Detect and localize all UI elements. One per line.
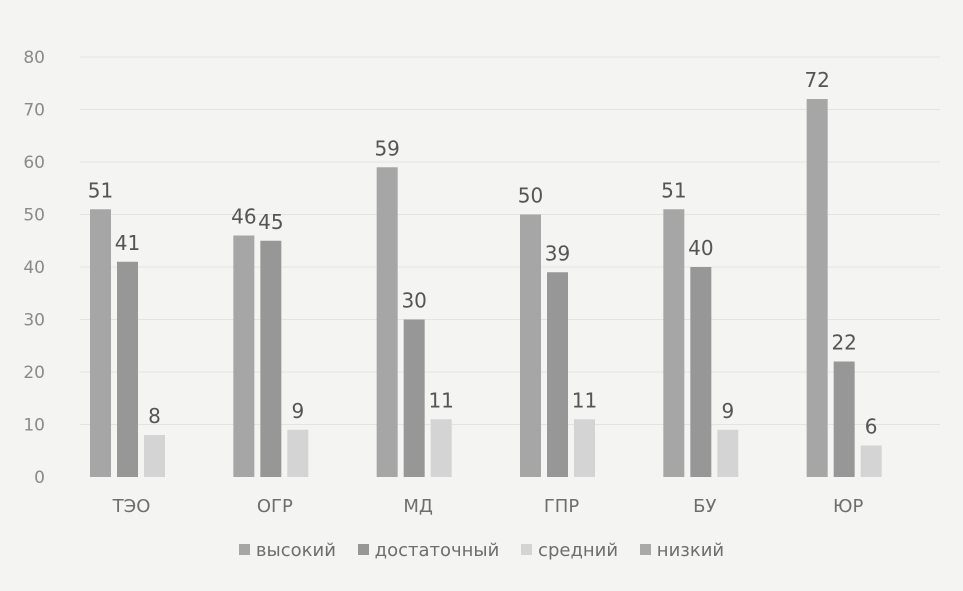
- x-tick-label-ОГР: ОГР: [257, 496, 293, 517]
- bar-ТЭО-высокий: [90, 209, 111, 477]
- y-tick-label-80: 80: [23, 48, 45, 68]
- data-label-ОГР-средний: 9: [291, 399, 304, 423]
- x-tick-label-МД: МД: [403, 496, 433, 517]
- data-label-ГПР-достаточный: 39: [545, 241, 570, 265]
- y-tick-label-70: 70: [23, 101, 45, 121]
- x-tick-label-ТЭО: ТЭО: [112, 496, 151, 517]
- y-tick-label-20: 20: [23, 363, 45, 383]
- legend-label-medium: средний: [538, 540, 619, 561]
- data-label-ОГР-достаточный: 45: [258, 210, 283, 234]
- legend: высокий достаточный средний низкий: [0, 540, 963, 561]
- data-label-МД-средний: 11: [428, 388, 453, 412]
- data-label-ТЭО-средний: 8: [148, 404, 161, 428]
- data-label-ЮР-достаточный: 22: [831, 331, 856, 355]
- bar-ЮР-средний: [860, 445, 882, 477]
- bar-ОГР-достаточный: [260, 240, 282, 477]
- legend-swatch-high: [238, 544, 250, 555]
- x-tick-label-ГПР: ГПР: [544, 496, 580, 517]
- legend-item-medium: средний: [521, 540, 618, 561]
- bar-МД-средний: [430, 419, 452, 477]
- bar-ЮР-высокий: [806, 99, 828, 477]
- data-label-ТЭО-достаточный: 41: [115, 231, 140, 255]
- data-label-ЮР-средний: 6: [865, 415, 878, 439]
- y-tick-label-40: 40: [23, 258, 45, 278]
- data-label-БУ-средний: 9: [721, 399, 734, 423]
- data-label-ЮР-высокий: 72: [804, 68, 829, 92]
- data-label-ОГР-высокий: 46: [231, 205, 256, 229]
- bar-ТЭО-достаточный: [117, 261, 138, 477]
- legend-label-low: низкий: [656, 540, 725, 561]
- bar-БУ-высокий: [663, 209, 685, 477]
- bar-ОГР-средний: [287, 429, 309, 477]
- y-tick-label-60: 60: [23, 153, 45, 173]
- legend-item-sufficient: достаточный: [357, 540, 500, 561]
- data-label-ГПР-средний: 11: [572, 388, 597, 412]
- y-tick-label-30: 30: [23, 311, 45, 331]
- legend-label-sufficient: достаточный: [374, 540, 500, 561]
- legend-swatch-low: [639, 544, 651, 555]
- y-tick-label-10: 10: [23, 416, 45, 436]
- y-tick-label-0: 0: [34, 468, 45, 488]
- bar-БУ-средний: [717, 429, 739, 477]
- data-label-МД-достаточный: 30: [401, 289, 426, 313]
- bar-ТЭО-средний: [144, 435, 165, 477]
- legend-item-low: низкий: [639, 540, 725, 561]
- legend-swatch-medium: [521, 544, 533, 555]
- bar-ОГР-высокий: [233, 235, 255, 477]
- bar-МД-высокий: [376, 167, 398, 477]
- x-tick-label-БУ: БУ: [693, 496, 716, 517]
- data-label-МД-высокий: 59: [374, 136, 399, 160]
- data-label-БУ-высокий: 51: [661, 178, 686, 202]
- bar-БУ-достаточный: [690, 267, 712, 477]
- bar-МД-достаточный: [403, 319, 425, 477]
- bar-ГПР-высокий: [520, 214, 541, 477]
- bar-ГПР-средний: [574, 419, 595, 477]
- legend-item-high: высокий: [238, 540, 336, 561]
- data-label-ТЭО-высокий: 51: [88, 178, 113, 202]
- data-label-ГПР-высокий: 50: [518, 184, 543, 208]
- legend-swatch-sufficient: [357, 544, 369, 555]
- y-tick-label-50: 50: [23, 206, 45, 226]
- x-tick-label-ЮР: ЮР: [833, 496, 863, 517]
- data-label-БУ-достаточный: 40: [688, 236, 713, 260]
- bar-ЮР-достаточный: [833, 361, 855, 477]
- legend-label-high: высокий: [255, 540, 336, 561]
- bar-ГПР-достаточный: [547, 272, 568, 477]
